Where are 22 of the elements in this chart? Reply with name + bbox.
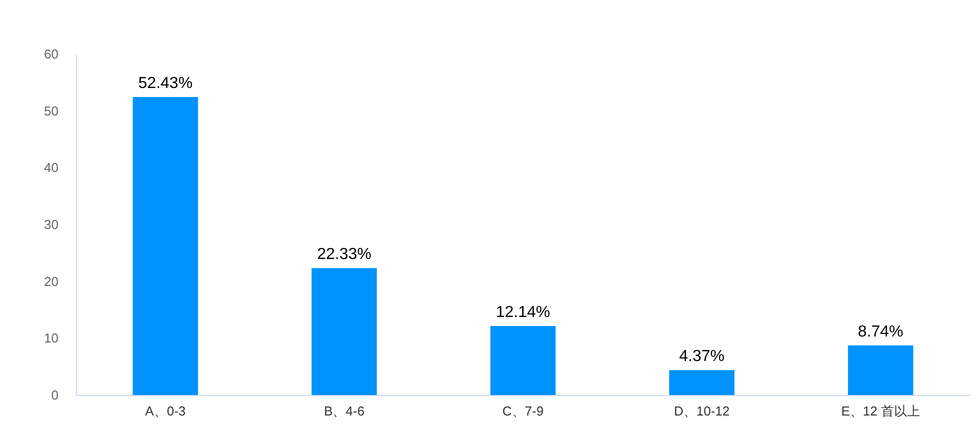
data-label: 22.33% xyxy=(317,246,372,264)
data-label: 8.74% xyxy=(858,323,904,340)
x-tick-label: D、10-12 xyxy=(674,404,730,418)
y-tick-label: 10 xyxy=(44,330,58,346)
bar xyxy=(312,268,377,395)
y-tick-label: 0 xyxy=(51,388,58,402)
y-tick-label: 20 xyxy=(44,274,58,289)
y-tick-label: 40 xyxy=(44,160,58,176)
bar xyxy=(490,326,556,395)
x-tick-label: E、12 首以上 xyxy=(841,404,920,418)
data-label: 4.37% xyxy=(679,348,724,366)
x-tick-label: B、4-6 xyxy=(324,404,364,418)
x-tick-label: C、7-9 xyxy=(502,404,544,418)
bar xyxy=(848,345,914,395)
bar xyxy=(669,370,734,395)
x-tick-label: A、0-3 xyxy=(145,404,186,418)
bar xyxy=(132,97,198,395)
y-tick-label: 30 xyxy=(44,217,58,232)
y-tick-label: 50 xyxy=(44,103,58,118)
y-tick-label: 60 xyxy=(44,46,58,62)
data-label: 12.14% xyxy=(496,304,550,322)
data-label: 52.43% xyxy=(138,75,193,92)
